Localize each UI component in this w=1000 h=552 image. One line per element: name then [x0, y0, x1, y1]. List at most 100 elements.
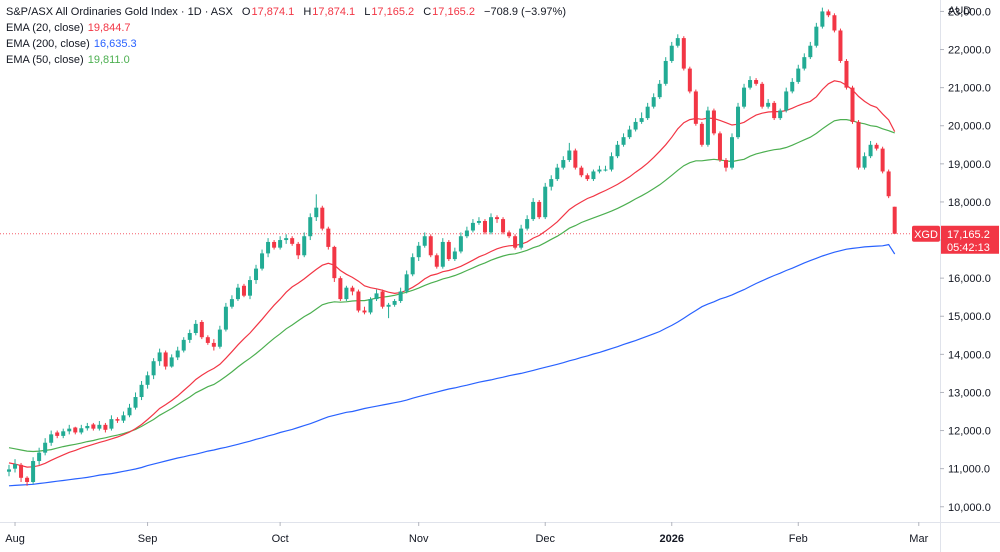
candle-body: [772, 102, 777, 119]
candle: [766, 99, 771, 109]
candle-body: [440, 241, 445, 267]
candle: [543, 182, 548, 220]
candle: [49, 430, 54, 446]
candle-body: [290, 238, 295, 244]
candle-body: [332, 246, 337, 279]
candle: [398, 287, 403, 303]
candle: [266, 238, 271, 258]
candle-body: [597, 169, 602, 172]
candle: [151, 358, 156, 380]
candle: [404, 270, 409, 294]
candle: [169, 354, 174, 368]
candle-body: [711, 110, 716, 134]
y-tick-label: 19,000.0: [948, 159, 991, 171]
candle-body: [766, 102, 771, 107]
candle: [645, 102, 650, 121]
candle: [754, 78, 759, 86]
candle: [368, 297, 373, 315]
candle: [235, 283, 240, 302]
indicator-value: 19,844.7: [87, 22, 131, 34]
candle-body: [434, 255, 439, 267]
candle-body: [133, 397, 138, 408]
indicator-ema20[interactable]: EMA (20, close) 19,844.7: [6, 20, 566, 36]
x-tick-label: Dec: [535, 533, 555, 545]
ema200-line: [8, 243, 896, 487]
candle: [199, 320, 204, 340]
legend: S&P/ASX All Ordinaries Gold Index · 1D ·…: [6, 4, 566, 68]
candle: [43, 438, 48, 456]
candle: [730, 133, 734, 170]
candle: [73, 426, 78, 435]
candle-body: [272, 241, 277, 248]
symbol-title[interactable]: S&P/ASX All Ordinaries Gold Index · 1D ·…: [6, 6, 233, 18]
candle: [705, 106, 710, 147]
candle-body: [115, 419, 120, 421]
candle-body: [886, 171, 891, 197]
indicator-label: EMA (50, close): [6, 54, 84, 66]
x-tick-label: 2026: [660, 533, 684, 545]
candle: [422, 232, 427, 248]
candle-body: [748, 80, 753, 88]
candle-body: [573, 150, 578, 168]
candle: [260, 249, 265, 271]
candle: [663, 57, 668, 86]
price-badge: [941, 225, 999, 254]
open-label: O: [241, 6, 251, 18]
candle-body: [621, 137, 626, 145]
ticker-tag[interactable]: [912, 225, 940, 242]
candle: [145, 371, 150, 389]
candle: [555, 163, 560, 181]
candle: [296, 241, 301, 260]
candle: [826, 9, 831, 18]
candle-body: [796, 68, 801, 82]
y-tick-label: 12,000.0: [948, 426, 991, 438]
candle-body: [633, 121, 638, 130]
candle: [332, 245, 337, 282]
candle: [31, 457, 36, 484]
candle-body: [151, 361, 156, 376]
candle: [440, 238, 445, 269]
candle-body: [507, 232, 512, 237]
candle: [416, 241, 421, 261]
candle: [109, 415, 114, 431]
candle: [579, 165, 584, 178]
candle-body: [278, 240, 283, 248]
ema20-line: [8, 80, 896, 468]
candle: [591, 169, 596, 181]
candle-body: [742, 87, 747, 107]
candle: [187, 329, 192, 343]
candle: [561, 156, 566, 170]
candle: [133, 392, 138, 410]
candle: [356, 289, 361, 313]
candle-body: [501, 219, 506, 233]
indicator-ema200[interactable]: EMA (200, close) 16,635.3: [6, 36, 566, 52]
candle-body: [19, 464, 24, 478]
y-tick-label: 10,000.0: [948, 502, 991, 514]
candle: [193, 320, 198, 336]
candle-body: [55, 432, 60, 436]
candle: [464, 226, 469, 239]
candle-body: [79, 428, 84, 433]
y-tick-label: 23,000.0: [948, 6, 991, 18]
candle: [320, 205, 325, 231]
close-value: 17,165.2: [432, 6, 475, 18]
candle: [814, 22, 819, 48]
candle: [434, 253, 439, 269]
candle-body: [121, 415, 126, 421]
candle-body: [320, 207, 325, 229]
close-label: C: [423, 6, 432, 18]
candle-body: [49, 434, 54, 443]
candle: [489, 213, 493, 235]
ticker-tag-label: XGD: [914, 229, 938, 241]
candle: [820, 7, 825, 29]
candle-body: [880, 148, 885, 172]
indicator-ema50[interactable]: EMA (50, close) 19,811.0: [6, 52, 566, 68]
candle: [25, 476, 30, 486]
candle-body: [476, 220, 481, 223]
candle-body: [458, 236, 463, 252]
candle: [597, 165, 602, 174]
indicator-label: EMA (200, close): [6, 38, 90, 50]
candle: [742, 83, 747, 109]
